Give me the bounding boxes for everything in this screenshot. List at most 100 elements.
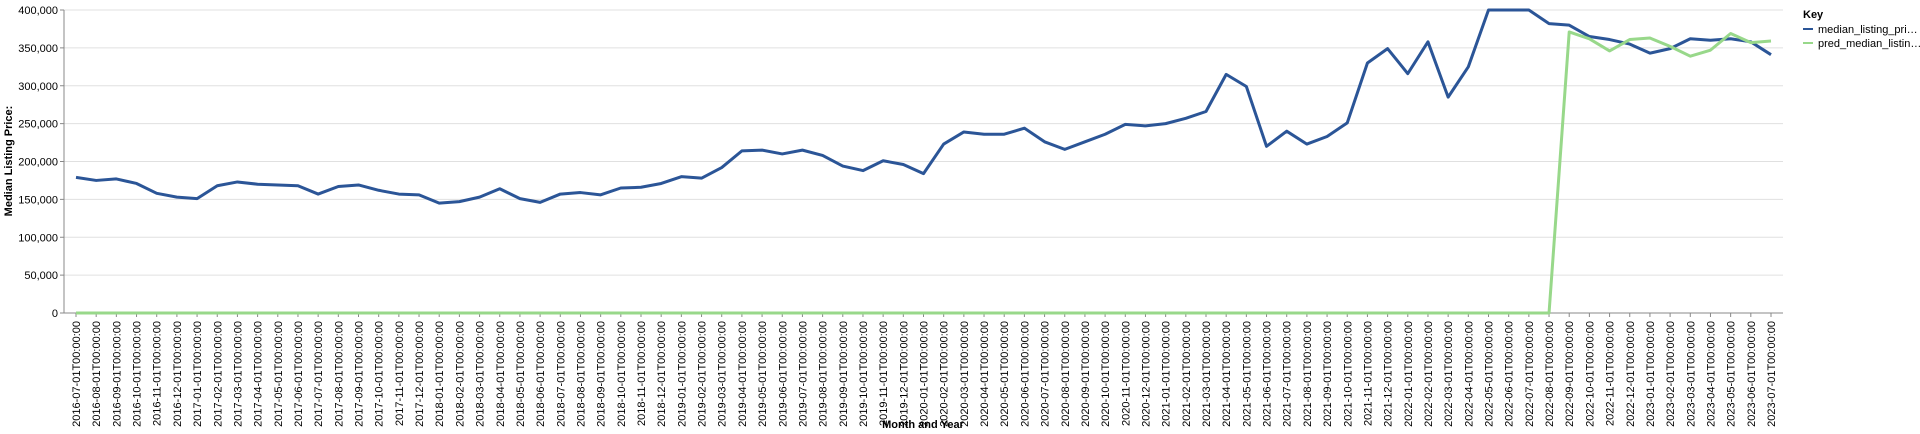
- x-tick-label: 2021-07-01T00:00:00: [1282, 321, 1294, 427]
- x-tick-label: 2022-11-01T00:00:00: [1605, 321, 1617, 426]
- y-tick-label: 200,000: [18, 157, 58, 169]
- x-tick-label: 2019-09-01T00:00:00: [838, 321, 850, 427]
- x-tick-label: 2020-01-01T00:00:00: [919, 321, 931, 427]
- x-tick-label: 2018-12-01T00:00:00: [656, 321, 668, 427]
- x-tick-label: 2021-12-01T00:00:00: [1383, 321, 1395, 427]
- x-tick-label: 2019-05-01T00:00:00: [757, 321, 769, 427]
- x-tick-label: 2022-02-01T00:00:00: [1423, 321, 1435, 427]
- x-tick-label: 2017-10-01T00:00:00: [374, 321, 386, 427]
- x-tick-label: 2018-11-01T00:00:00: [636, 321, 648, 426]
- x-tick-label: 2020-06-01T00:00:00: [1019, 321, 1031, 427]
- x-tick-label: 2022-12-01T00:00:00: [1625, 321, 1637, 427]
- y-tick-label: 150,000: [18, 194, 58, 206]
- x-tick-label: 2021-10-01T00:00:00: [1342, 321, 1354, 427]
- x-tick-label: 2021-04-01T00:00:00: [1221, 321, 1233, 427]
- x-tick-label: 2018-02-01T00:00:00: [454, 321, 466, 427]
- x-tick-label: 2017-08-01T00:00:00: [333, 321, 345, 427]
- y-tick-label: 250,000: [18, 119, 58, 131]
- x-tick-label: 2020-12-01T00:00:00: [1140, 321, 1152, 427]
- x-tick-label: 2018-07-01T00:00:00: [555, 321, 567, 427]
- x-tick-label: 2021-11-01T00:00:00: [1362, 321, 1374, 426]
- series-line: [76, 30, 1772, 315]
- x-tick-label: 2020-02-01T00:00:00: [939, 321, 951, 427]
- x-tick-label: 2017-02-01T00:00:00: [212, 321, 224, 427]
- x-tick-label: 2022-03-01T00:00:00: [1443, 321, 1455, 427]
- series-line: [75, 8, 1772, 205]
- x-tick-label: 2023-01-01T00:00:00: [1645, 321, 1657, 427]
- x-tick-label: 2022-04-01T00:00:00: [1463, 321, 1475, 427]
- x-tick-label: 2019-02-01T00:00:00: [697, 321, 709, 427]
- x-tick-label: 2017-05-01T00:00:00: [273, 321, 285, 427]
- x-tick-label: 2017-11-01T00:00:00: [394, 321, 406, 426]
- x-tick-label: 2023-04-01T00:00:00: [1705, 321, 1717, 427]
- x-tick-label: 2022-07-01T00:00:00: [1524, 321, 1536, 427]
- x-tick-label: 2019-10-01T00:00:00: [858, 321, 870, 427]
- y-tick-label: 0: [52, 308, 58, 320]
- x-tick-label: 2019-01-01T00:00:00: [676, 321, 688, 427]
- legend-label: median_listing_pri…: [1818, 24, 1918, 36]
- x-tick-label: 2020-07-01T00:00:00: [1040, 321, 1052, 427]
- x-tick-label: 2023-05-01T00:00:00: [1726, 321, 1738, 427]
- x-tick-label: 2016-08-01T00:00:00: [91, 321, 103, 427]
- x-tick-label: 2020-11-01T00:00:00: [1120, 321, 1132, 426]
- x-tick-label: 2017-07-01T00:00:00: [313, 321, 325, 427]
- y-tick-label: 400,000: [18, 5, 58, 17]
- legend-title: Key: [1803, 9, 1824, 21]
- x-tick-label: 2021-01-01T00:00:00: [1161, 321, 1173, 427]
- x-tick-label: 2019-06-01T00:00:00: [777, 321, 789, 427]
- x-tick-label: 2022-09-01T00:00:00: [1564, 321, 1576, 427]
- x-tick-label: 2019-03-01T00:00:00: [717, 321, 729, 427]
- x-tick-label: 2016-09-01T00:00:00: [111, 321, 123, 427]
- x-tick-label: 2023-06-01T00:00:00: [1746, 321, 1758, 427]
- x-tick-label: 2016-12-01T00:00:00: [172, 321, 184, 427]
- x-tick-label: 2022-10-01T00:00:00: [1584, 321, 1596, 427]
- x-tick-label: 2021-02-01T00:00:00: [1181, 321, 1193, 427]
- x-tick-label: 2022-08-01T00:00:00: [1544, 321, 1556, 427]
- y-tick-label: 50,000: [24, 270, 58, 282]
- x-tick-label: 2018-03-01T00:00:00: [475, 321, 487, 427]
- x-tick-label: 2021-09-01T00:00:00: [1322, 321, 1334, 427]
- x-tick-label: 2018-10-01T00:00:00: [616, 321, 628, 427]
- x-tick-label: 2020-10-01T00:00:00: [1100, 321, 1112, 427]
- x-tick-label: 2019-07-01T00:00:00: [797, 321, 809, 427]
- x-tick-label: 2021-08-01T00:00:00: [1302, 321, 1314, 427]
- x-tick-label: 2022-05-01T00:00:00: [1484, 321, 1496, 427]
- y-axis-title: Median Listing Price:: [3, 106, 15, 217]
- x-tick-label: 2021-05-01T00:00:00: [1241, 321, 1253, 427]
- y-tick-label: 300,000: [18, 81, 58, 93]
- x-axis-title: Month and Year: [882, 419, 964, 431]
- x-tick-label: 2019-12-01T00:00:00: [898, 321, 910, 427]
- x-tick-label: 2018-09-01T00:00:00: [596, 321, 608, 427]
- x-tick-label: 2021-06-01T00:00:00: [1262, 321, 1274, 427]
- x-tick-label: 2018-04-01T00:00:00: [495, 321, 507, 427]
- x-tick-label: 2019-08-01T00:00:00: [818, 321, 830, 427]
- x-tick-label: 2017-12-01T00:00:00: [414, 321, 426, 427]
- x-tick-label: 2020-08-01T00:00:00: [1060, 321, 1072, 427]
- x-tick-label: 2021-03-01T00:00:00: [1201, 321, 1213, 427]
- x-tick-label: 2018-05-01T00:00:00: [515, 321, 527, 427]
- y-tick-label: 350,000: [18, 43, 58, 55]
- x-tick-label: 2018-08-01T00:00:00: [575, 321, 587, 427]
- x-tick-label: 2017-03-01T00:00:00: [232, 321, 244, 427]
- x-tick-label: 2017-01-01T00:00:00: [192, 321, 204, 427]
- x-tick-label: 2020-05-01T00:00:00: [999, 321, 1011, 427]
- x-tick-label: 2023-03-01T00:00:00: [1685, 321, 1697, 427]
- x-tick-label: 2019-11-01T00:00:00: [878, 321, 890, 426]
- x-tick-label: 2020-03-01T00:00:00: [959, 321, 971, 427]
- x-tick-label: 2017-06-01T00:00:00: [293, 321, 305, 427]
- x-tick-label: 2016-11-01T00:00:00: [152, 321, 164, 426]
- x-tick-label: 2018-06-01T00:00:00: [535, 321, 547, 427]
- x-tick-label: 2023-07-01T00:00:00: [1766, 321, 1778, 427]
- x-tick-label: 2019-04-01T00:00:00: [737, 321, 749, 427]
- x-tick-label: 2016-10-01T00:00:00: [132, 321, 144, 427]
- x-tick-label: 2018-01-01T00:00:00: [434, 321, 446, 427]
- x-tick-label: 2022-01-01T00:00:00: [1403, 321, 1415, 427]
- x-tick-label: 2023-02-01T00:00:00: [1665, 321, 1677, 427]
- x-tick-label: 2016-07-01T00:00:00: [71, 321, 83, 427]
- x-tick-label: 2017-04-01T00:00:00: [253, 321, 265, 427]
- legend-label: pred_median_listin…: [1818, 38, 1920, 50]
- x-tick-label: 2017-09-01T00:00:00: [354, 321, 366, 427]
- y-tick-label: 100,000: [18, 232, 58, 244]
- x-tick-label: 2022-06-01T00:00:00: [1504, 321, 1516, 427]
